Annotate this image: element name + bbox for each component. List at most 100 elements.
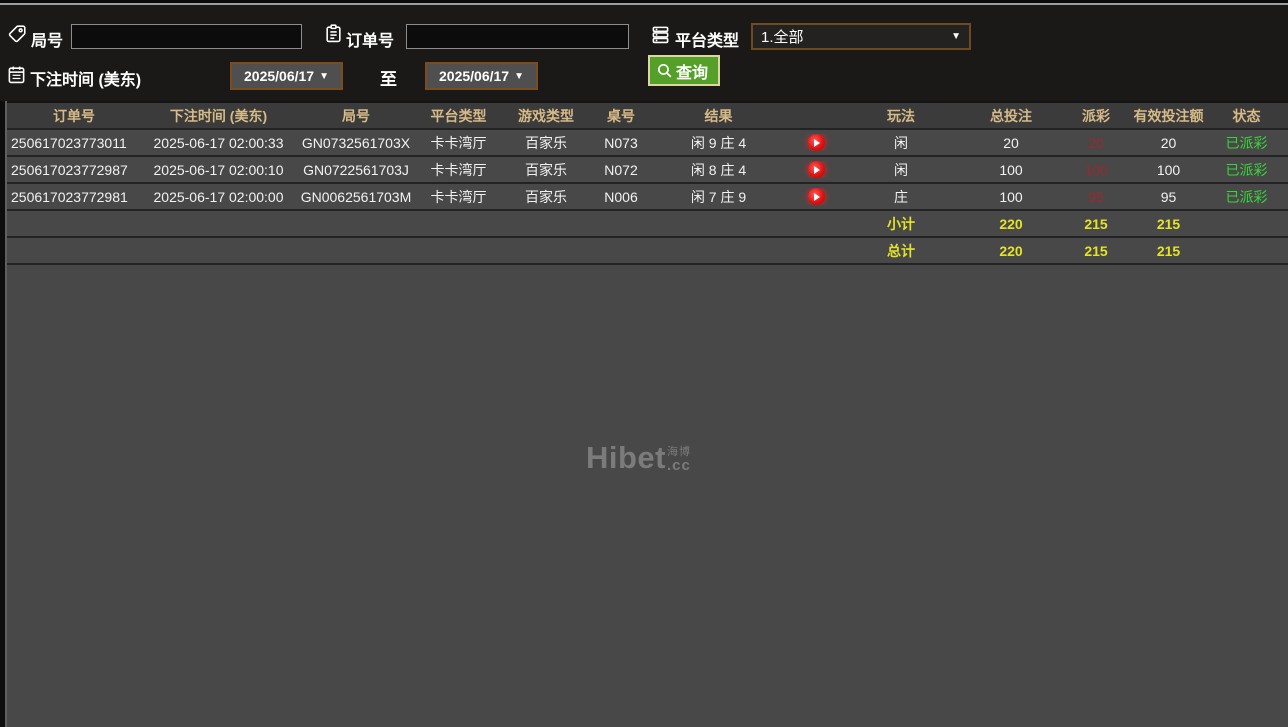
subtotal-total-bet: 220 (999, 215, 1023, 232)
chevron-down-icon: ▼ (951, 31, 961, 42)
cell-table-no: N006 (604, 188, 638, 205)
col-header-game-type: 游戏类型 (518, 107, 574, 124)
grand-total-total-bet: 220 (999, 242, 1023, 259)
cell-order-id: 250617023772987 (11, 161, 128, 178)
cell-valid-bet: 20 (1160, 134, 1177, 151)
grand-total-valid-bet: 215 (1156, 242, 1181, 259)
cell-result: 闲 7 庄 9 (690, 188, 747, 205)
cell-order-id: 250617023773011 (11, 134, 127, 151)
cell-game-type: 百家乐 (525, 134, 567, 151)
platform-type-label: 平台类型 (675, 33, 740, 50)
col-header-bet-time: 下注时间 (美东) (169, 107, 268, 124)
cell-video (786, 161, 846, 179)
subtotal-label: 小计 (887, 215, 915, 232)
grand-total-payout: 215 (1084, 242, 1108, 259)
platform-type-select[interactable]: 1.全部 ▼ (751, 23, 971, 50)
cell-status: 已派彩 (1225, 188, 1268, 205)
table-row: 250617023773011 2025-06-17 02:00:33 GN07… (7, 130, 1288, 157)
date-to-value: 2025/06/17 (439, 68, 510, 84)
col-header-result: 结果 (704, 107, 733, 124)
cell-platform: 卡卡湾厅 (430, 134, 487, 151)
cell-valid-bet: 100 (1156, 161, 1181, 178)
grand-total-row: 总计 220 215 215 (7, 238, 1288, 265)
cell-bet-time: 2025-06-17 02:00:00 (153, 188, 284, 205)
cell-total-bet: 100 (999, 188, 1023, 205)
chevron-down-icon: ▼ (514, 70, 524, 82)
date-from-select[interactable]: 2025/06/17 ▼ (230, 62, 343, 90)
cell-result: 闲 9 庄 4 (690, 134, 747, 151)
platform-type-icon (651, 25, 670, 44)
cell-table-no: N073 (604, 134, 638, 151)
cell-round-id: GN0062561703M (300, 188, 412, 205)
play-video-icon[interactable] (807, 161, 825, 179)
cell-payout: 95 (1088, 188, 1104, 205)
search-toolbar: 局号 订单号 平台类型 1.全部 ▼ (0, 5, 1288, 103)
col-header-total-bet: 总投注 (990, 107, 1032, 124)
calendar-icon (7, 65, 26, 84)
col-header-status: 状态 (1232, 107, 1261, 124)
table-row: 250617023772981 2025-06-17 02:00:00 GN00… (7, 184, 1288, 211)
col-header-play-type: 玩法 (887, 107, 915, 124)
play-triangle (814, 192, 820, 201)
order-id-label: 订单号 (346, 33, 395, 50)
top-divider-line (0, 3, 1288, 5)
search-icon (657, 63, 672, 78)
query-button[interactable]: 查询 (648, 55, 721, 86)
cell-play-type: 闲 (894, 161, 908, 178)
tag-icon (8, 24, 27, 43)
round-id-input[interactable] (71, 24, 302, 49)
cell-video (786, 134, 846, 152)
col-header-order-id: 订单号 (53, 107, 95, 124)
col-header-payout: 派彩 (1082, 107, 1110, 124)
col-header-round-id: 局号 (342, 107, 370, 124)
top-edge (0, 0, 1288, 3)
table-row: 250617023772987 2025-06-17 02:00:10 GN07… (7, 157, 1288, 184)
platform-type-selected-value: 1.全部 (761, 29, 804, 46)
cell-payout: 20 (1088, 134, 1104, 151)
subtotal-payout: 215 (1084, 215, 1108, 232)
cell-total-bet: 100 (999, 161, 1023, 178)
watermark-brand: Hibet (586, 440, 666, 475)
chevron-down-icon: ▼ (319, 70, 329, 82)
left-edge-strip (0, 101, 5, 727)
cell-status: 已派彩 (1225, 161, 1268, 178)
play-video-icon[interactable] (807, 134, 825, 152)
cell-game-type: 百家乐 (525, 188, 567, 205)
hibet-watermark: Hibet 海博 .cc (586, 442, 691, 473)
cell-bet-time: 2025-06-17 02:00:10 (153, 161, 284, 178)
date-to-select[interactable]: 2025/06/17 ▼ (425, 62, 538, 90)
clipboard-icon (324, 24, 343, 43)
table-top-divider (0, 101, 1288, 103)
query-button-label: 查询 (676, 64, 709, 82)
round-id-label: 局号 (31, 33, 64, 50)
cell-status: 已派彩 (1225, 134, 1268, 151)
cell-round-id: GN0732561703X (301, 134, 411, 151)
order-id-input[interactable] (406, 24, 629, 49)
cell-play-type: 闲 (894, 134, 908, 151)
cell-total-bet: 20 (1003, 134, 1019, 151)
cell-payout: 100 (1084, 161, 1108, 178)
cell-game-type: 百家乐 (525, 161, 567, 178)
play-video-icon[interactable] (807, 188, 825, 206)
col-header-platform: 平台类型 (430, 107, 487, 124)
grand-total-label: 总计 (887, 242, 915, 259)
subtotal-valid-bet: 215 (1156, 215, 1181, 232)
cell-order-id: 250617023772981 (11, 188, 128, 205)
bet-history-table: 订单号 下注时间 (美东) 局号 平台类型 游戏类型 桌号 结果 玩法 总投注 … (0, 101, 1288, 727)
cell-video (786, 188, 846, 206)
bet-time-filter-label: 下注时间 (美东) (30, 72, 142, 89)
date-range-to-label: 至 (380, 70, 397, 89)
watermark-chinese: 海博 (667, 446, 691, 458)
cell-bet-time: 2025-06-17 02:00:33 (153, 134, 284, 151)
cell-play-type: 庄 (894, 188, 908, 205)
play-triangle (814, 138, 820, 147)
play-triangle (814, 165, 820, 174)
cell-round-id: GN0722561703J (303, 161, 409, 178)
subtotal-row: 小计 220 215 215 (7, 211, 1288, 238)
cell-table-no: N072 (604, 161, 638, 178)
cell-valid-bet: 95 (1160, 188, 1177, 205)
table-header-row: 订单号 下注时间 (美东) 局号 平台类型 游戏类型 桌号 结果 玩法 总投注 … (7, 103, 1288, 130)
cell-platform: 卡卡湾厅 (430, 161, 487, 178)
col-header-valid-bet: 有效投注额 (1133, 107, 1204, 124)
watermark-suffix: .cc (667, 457, 691, 474)
